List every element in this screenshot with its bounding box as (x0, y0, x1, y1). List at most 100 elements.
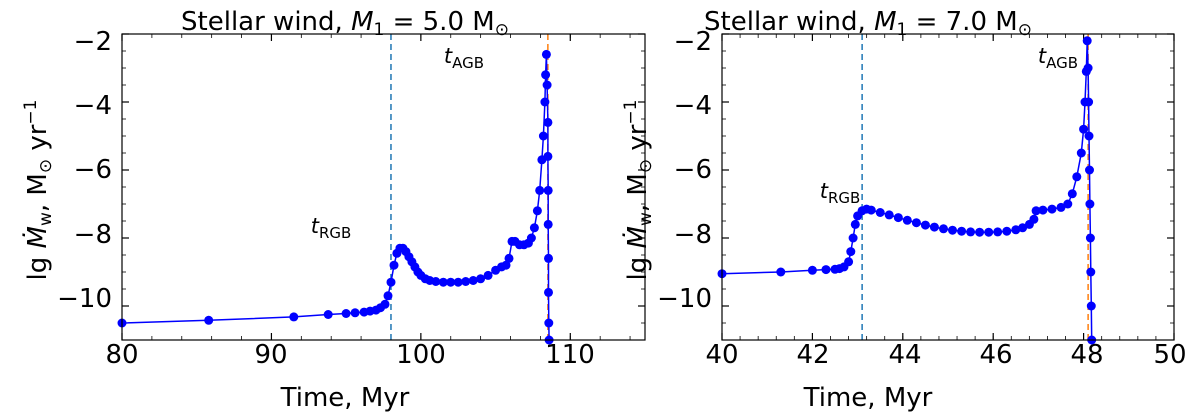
data-point (289, 312, 299, 322)
data-point (993, 227, 1003, 237)
plot-frame (121, 33, 646, 341)
data-point (543, 185, 553, 195)
data-point (776, 267, 786, 277)
x-tick-label: 48 (1070, 340, 1103, 370)
data-point (1072, 172, 1082, 182)
y-tick-label: −4 (674, 91, 712, 121)
data-point (431, 277, 441, 286)
data-point (544, 253, 553, 263)
chart-title: Stellar wind, M1 = 7.0 M⊙ (704, 7, 1032, 40)
x-tick-label: 100 (396, 340, 446, 370)
data-point (535, 185, 545, 195)
data-point (1085, 199, 1095, 209)
data-point (501, 260, 511, 270)
data-point (461, 277, 471, 286)
data-point (846, 247, 856, 257)
data-point (526, 233, 536, 243)
data-point (541, 49, 551, 59)
data-point (1031, 206, 1041, 216)
data-point (1079, 124, 1089, 134)
data-point (538, 131, 548, 141)
data-point (532, 206, 542, 216)
data-point (1029, 214, 1039, 224)
chart-panel-right: Stellar wind, M1 = 7.0 M⊙ lg Ṁw, M⊙ yr−1… (621, 7, 1187, 413)
data-point (341, 309, 351, 318)
data-point (884, 210, 894, 220)
series-line (121, 54, 550, 341)
x-axis-label: Time, Myr (280, 383, 410, 413)
x-tick-label: 110 (545, 340, 595, 370)
data-point (957, 226, 967, 236)
data-point (504, 253, 514, 263)
y-axis-label: lg Ṁw, M⊙ yr−1 (21, 100, 56, 281)
vline-label-rgb: tRGB (311, 214, 352, 242)
data-point (529, 223, 539, 233)
data-point (911, 218, 921, 228)
data-point (542, 80, 552, 90)
data-point (543, 151, 553, 161)
data-point (893, 213, 903, 223)
data-point (543, 219, 553, 229)
chart-title: Stellar wind, M1 = 5.0 M⊙ (181, 7, 509, 40)
data-point (453, 277, 463, 287)
data-point (350, 308, 360, 318)
y-tick-label: −8 (74, 220, 112, 250)
data-point (438, 277, 448, 287)
data-point (902, 215, 912, 225)
y-tick-label: −6 (674, 155, 712, 185)
data-point (541, 70, 551, 80)
data-point (875, 208, 885, 217)
y-tick-label: −10 (657, 284, 712, 314)
data-point (821, 265, 831, 275)
y-tick-label: −8 (674, 220, 712, 250)
y-tick-label: −4 (74, 91, 112, 121)
x-tick-label: 44 (888, 340, 921, 370)
data-point (1047, 204, 1057, 214)
data-point (483, 270, 493, 280)
x-axis-label: Time, Myr (803, 383, 933, 413)
vline-label-rgb: tRGB (820, 179, 861, 207)
data-point (543, 117, 553, 127)
data-point (389, 260, 399, 270)
chart-panel-left: Stellar wind, M1 = 5.0 M⊙ lg Ṁw, M⊙ yr−1… (21, 7, 646, 413)
data-point (850, 219, 860, 229)
data-point (204, 315, 214, 325)
data-point (1083, 63, 1093, 73)
data-point (1084, 97, 1094, 107)
x-tick-label: 90 (254, 340, 287, 370)
x-tick-label: 46 (979, 340, 1012, 370)
data-point (1085, 233, 1095, 243)
data-point (1011, 225, 1021, 235)
data-point (383, 291, 393, 301)
y-axis-label: lg Ṁw, M⊙ yr−1 (621, 100, 656, 281)
plot-frame (721, 33, 1175, 341)
data-point (844, 257, 854, 267)
data-point (807, 265, 817, 275)
data-point (1082, 36, 1092, 46)
vline-label-agb: tAGB (444, 44, 484, 72)
data-point (323, 310, 333, 319)
data-point (1086, 267, 1096, 277)
data-point (866, 205, 876, 215)
tick-labels: 40 42 44 46 48 50 −2 −4 −6 −8 −10 (657, 27, 1186, 370)
data-point (1056, 202, 1066, 212)
vline-label-agb: tAGB (1038, 44, 1078, 72)
x-tick-label: 42 (796, 340, 829, 370)
data-point (468, 276, 478, 285)
data-point (1002, 226, 1012, 236)
data-point (939, 224, 948, 234)
x-tick-label: 80 (105, 340, 138, 370)
data-point (848, 233, 858, 243)
data-point (1076, 148, 1086, 158)
data-point (966, 227, 976, 237)
y-tick-label: −2 (674, 27, 712, 57)
data-point (1038, 205, 1048, 215)
data-point (380, 299, 390, 309)
series-line (721, 40, 1093, 341)
data-point (1084, 131, 1094, 141)
data-point (975, 227, 985, 237)
data-point (476, 274, 486, 284)
data-point (1067, 189, 1077, 199)
data-point (544, 318, 554, 328)
